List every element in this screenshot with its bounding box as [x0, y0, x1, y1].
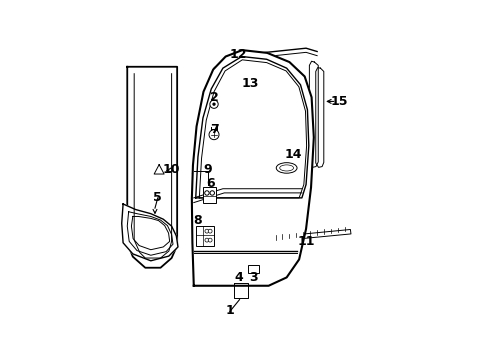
Text: 5: 5 — [153, 190, 162, 203]
Polygon shape — [309, 61, 318, 167]
Polygon shape — [315, 68, 323, 167]
Circle shape — [204, 238, 208, 242]
Bar — [247, 265, 259, 273]
Text: 4: 4 — [234, 271, 243, 284]
Circle shape — [204, 191, 209, 195]
Text: 1: 1 — [225, 304, 234, 317]
Circle shape — [212, 103, 215, 106]
Bar — [195, 226, 213, 246]
Circle shape — [209, 100, 218, 108]
Circle shape — [210, 191, 214, 195]
Circle shape — [208, 229, 212, 233]
Text: 3: 3 — [248, 271, 257, 284]
Text: 14: 14 — [284, 148, 302, 161]
Text: 12: 12 — [229, 48, 246, 61]
Text: 15: 15 — [330, 95, 347, 108]
Text: 10: 10 — [163, 163, 180, 176]
Text: 2: 2 — [210, 91, 219, 104]
Polygon shape — [122, 204, 178, 261]
Circle shape — [204, 229, 208, 233]
Ellipse shape — [279, 165, 293, 171]
Polygon shape — [269, 229, 350, 242]
Polygon shape — [278, 68, 286, 167]
Text: 11: 11 — [297, 235, 314, 248]
Text: 6: 6 — [205, 177, 214, 190]
Circle shape — [208, 130, 219, 140]
Bar — [203, 187, 216, 203]
Circle shape — [208, 238, 212, 242]
Text: 13: 13 — [242, 77, 259, 90]
Polygon shape — [191, 50, 313, 286]
Polygon shape — [127, 67, 177, 268]
Text: 7: 7 — [210, 123, 219, 136]
Ellipse shape — [276, 163, 296, 173]
Text: 9: 9 — [203, 163, 211, 176]
Polygon shape — [154, 165, 164, 174]
Text: 8: 8 — [193, 214, 202, 227]
